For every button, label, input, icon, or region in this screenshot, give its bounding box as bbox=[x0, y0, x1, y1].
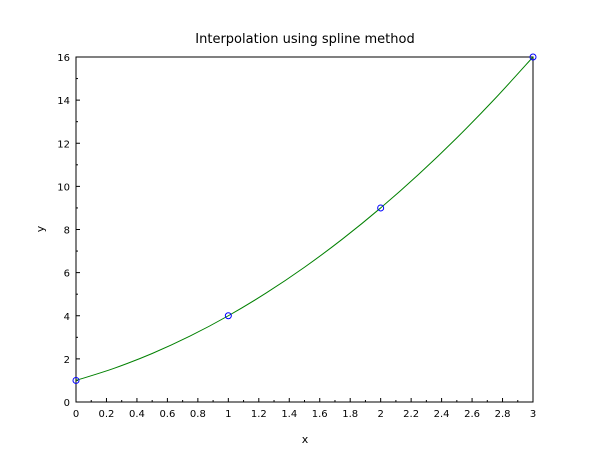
y-axis-label: y bbox=[34, 225, 47, 232]
y-tick-label: 6 bbox=[64, 269, 70, 280]
x-tick-label: 1.8 bbox=[342, 409, 358, 420]
data-point-marker bbox=[377, 204, 385, 212]
y-axis-ticks: 0 2 4 6 8 10 12 14 16 bbox=[57, 53, 80, 409]
x-tick-label: 2.4 bbox=[434, 409, 450, 420]
x-tick-label: 3 bbox=[530, 409, 536, 420]
series-layer bbox=[72, 53, 537, 384]
x-axis-ticks: 0 0.2 0.4 0.6 0.8 1 1.2 1.4 1.6 1.8 2 2.2 2.4 2.6 2.8 3 bbox=[73, 398, 536, 420]
x-tick-label: 0 bbox=[73, 409, 79, 420]
x-tick-label: 1.6 bbox=[312, 409, 328, 420]
x-axis-label: x bbox=[302, 433, 309, 446]
x-tick-label: 2 bbox=[377, 409, 383, 420]
x-tick-label: 2.8 bbox=[495, 409, 511, 420]
x-tick-label: 0.2 bbox=[99, 409, 115, 420]
chart-title: Interpolation using spline method bbox=[195, 32, 414, 47]
y-tick-label: 0 bbox=[64, 398, 70, 409]
y-tick-label: 12 bbox=[57, 139, 70, 150]
y-tick-label: 2 bbox=[64, 355, 70, 366]
x-tick-label: 1 bbox=[225, 409, 231, 420]
x-tick-label: 0.6 bbox=[159, 409, 175, 420]
y-tick-label: 16 bbox=[57, 53, 70, 64]
x-tick-label: 0.8 bbox=[190, 409, 206, 420]
data-point-marker bbox=[72, 376, 80, 384]
x-tick-label: 2.6 bbox=[464, 409, 480, 420]
x-tick-label: 0.4 bbox=[129, 409, 145, 420]
y-tick-label: 14 bbox=[57, 96, 70, 107]
x-tick-label: 1.2 bbox=[251, 409, 267, 420]
y-tick-label: 8 bbox=[64, 226, 70, 237]
spline-curve bbox=[75, 56, 534, 381]
x-tick-label: 2.2 bbox=[403, 409, 419, 420]
x-tick-label: 1.4 bbox=[281, 409, 297, 420]
data-point-marker bbox=[529, 53, 537, 61]
y-tick-label: 4 bbox=[64, 312, 70, 323]
y-tick-label: 10 bbox=[57, 182, 70, 193]
data-point-marker bbox=[224, 312, 232, 320]
